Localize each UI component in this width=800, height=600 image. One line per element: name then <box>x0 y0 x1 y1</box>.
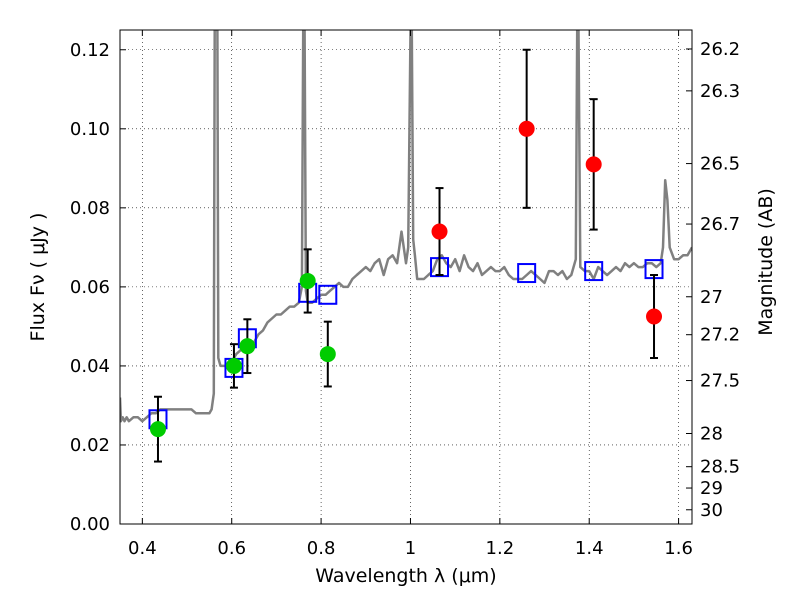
y2-tick-label: 27 <box>700 287 723 308</box>
y2-tick-label: 26.2 <box>700 39 740 60</box>
x-tick-label: 0.4 <box>128 538 157 559</box>
x-tick-label: 1.6 <box>664 538 693 559</box>
model-square-point <box>318 284 338 305</box>
y2-tick-label: 29 <box>700 478 723 499</box>
red-data-point <box>431 223 448 240</box>
x-tick-label: 0.6 <box>217 538 246 559</box>
green-data-point <box>299 272 316 289</box>
y-tick-label: 0.00 <box>70 514 110 535</box>
y2-axis-title: Magnitude (AB) <box>755 188 777 336</box>
x-tick-label: 1.2 <box>486 538 515 559</box>
model-square-point <box>584 261 604 282</box>
y-axis-title: Flux Fν ( μJy ) <box>27 213 49 342</box>
plot-frame <box>119 29 693 525</box>
y-tick-label: 0.08 <box>70 198 110 219</box>
y2-tick-label: 26.3 <box>700 81 740 102</box>
y-tick-label: 0.12 <box>70 40 110 61</box>
y-tick-label: 0.02 <box>70 435 110 456</box>
y2-tick-label: 28 <box>700 423 723 444</box>
green-data-point <box>149 421 166 438</box>
x-tick-label: 1 <box>405 538 416 559</box>
y2-tick-label: 26.7 <box>700 214 740 235</box>
y2-tick-label: 27.2 <box>700 325 740 346</box>
red-data-point <box>518 120 535 137</box>
y2-tick-label: 26.5 <box>700 154 740 175</box>
green-data-point <box>225 357 242 374</box>
y2-tick-label: 30 <box>700 500 723 521</box>
red-data-point <box>646 308 663 325</box>
x-tick-label: 1.4 <box>575 538 604 559</box>
y2-tick-label: 27.5 <box>700 371 740 392</box>
green-data-point <box>319 346 336 363</box>
model-square-point <box>517 263 537 284</box>
y2-tick-label: 28.5 <box>700 457 740 478</box>
grid-lines <box>120 30 692 525</box>
axis-ticks: 0.4 0.6 0.8 1 1.2 1.4 1.6 0.00 0.02 0.04 0.06 0.08 0… <box>70 30 740 559</box>
y-tick-label: 0.10 <box>70 119 110 140</box>
x-tick-label: 0.8 <box>307 538 336 559</box>
y-tick-label: 0.06 <box>70 277 110 298</box>
y-tick-label: 0.04 <box>70 356 110 377</box>
x-axis-title: Wavelength λ (μm) <box>315 565 496 587</box>
red-data-point <box>585 156 602 173</box>
plot-area <box>120 30 692 463</box>
spectrum-line <box>120 30 692 423</box>
green-data-point <box>239 338 256 355</box>
